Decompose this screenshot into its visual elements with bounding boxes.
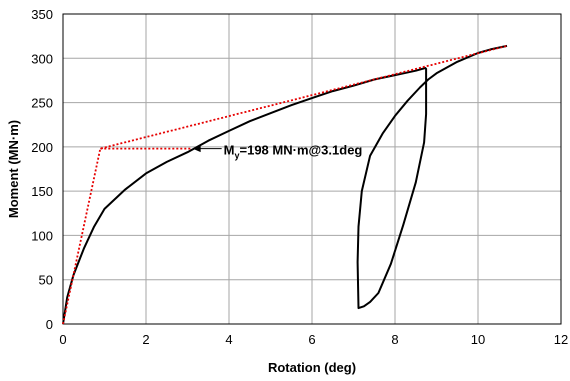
plot-area (62, 13, 562, 325)
data-series (62, 44, 508, 325)
x-tick-label: 12 (554, 332, 568, 347)
annotations: My=198 MN·m@3.1deg (192, 143, 363, 161)
y-tick-label: 100 (31, 228, 53, 243)
x-tick-label: 8 (391, 332, 398, 347)
x-tick-label: 4 (225, 332, 232, 347)
x-tick-label: 6 (308, 332, 315, 347)
x-tick-label: 0 (59, 332, 66, 347)
x-tick-labels: 0 2 4 6 8 10 12 (59, 332, 568, 347)
x-tick-label: 2 (142, 332, 149, 347)
y-tick-label: 300 (31, 51, 53, 66)
x-axis-title: Rotation (deg) (268, 360, 356, 375)
y-axis-title: Moment (MN·m) (6, 120, 21, 218)
annotation-arrowhead (192, 145, 201, 153)
y-tick-label: 250 (31, 96, 53, 111)
moment-rotation-curve (62, 44, 508, 325)
y-tick-label: 350 (31, 7, 53, 22)
y-tick-labels: 0 50 100 150 200 250 300 350 (31, 7, 53, 332)
gridlines (62, 13, 562, 325)
y-tick-label: 0 (46, 317, 53, 332)
y-tick-label: 150 (31, 184, 53, 199)
x-tick-label: 10 (471, 332, 485, 347)
y-tick-label: 200 (31, 140, 53, 155)
yield-moment-annotation: My=198 MN·m@3.1deg (224, 143, 363, 161)
y-tick-label: 50 (39, 273, 53, 288)
